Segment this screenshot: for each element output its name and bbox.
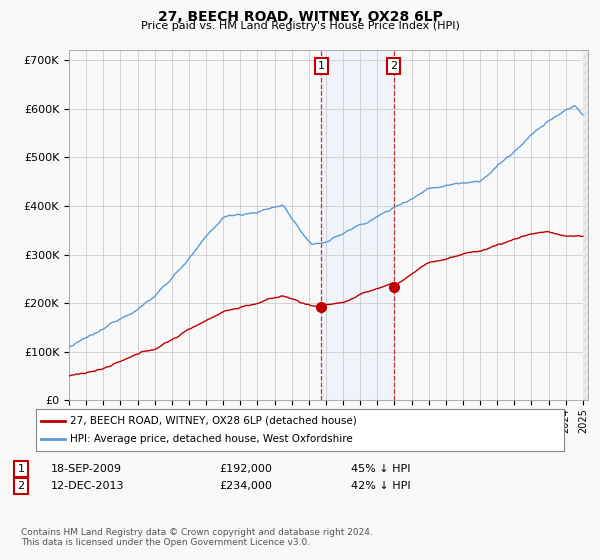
Text: 12-DEC-2013: 12-DEC-2013 xyxy=(51,481,125,491)
Text: 2: 2 xyxy=(390,61,397,71)
Bar xyxy=(583,50,588,400)
Text: 42% ↓ HPI: 42% ↓ HPI xyxy=(351,481,410,491)
Bar xyxy=(321,50,394,400)
Text: 27, BEECH ROAD, WITNEY, OX28 6LP: 27, BEECH ROAD, WITNEY, OX28 6LP xyxy=(158,10,442,24)
Text: HPI: Average price, detached house, West Oxfordshire: HPI: Average price, detached house, West… xyxy=(70,434,353,444)
Text: Contains HM Land Registry data © Crown copyright and database right 2024.
This d: Contains HM Land Registry data © Crown c… xyxy=(21,528,373,547)
Text: 1: 1 xyxy=(317,61,325,71)
Bar xyxy=(583,50,588,400)
Text: 1: 1 xyxy=(17,464,25,474)
Text: 27, BEECH ROAD, WITNEY, OX28 6LP (detached house): 27, BEECH ROAD, WITNEY, OX28 6LP (detach… xyxy=(70,416,357,426)
Text: 45% ↓ HPI: 45% ↓ HPI xyxy=(351,464,410,474)
Text: £234,000: £234,000 xyxy=(219,481,272,491)
Text: £192,000: £192,000 xyxy=(219,464,272,474)
Text: Price paid vs. HM Land Registry's House Price Index (HPI): Price paid vs. HM Land Registry's House … xyxy=(140,21,460,31)
Text: 18-SEP-2009: 18-SEP-2009 xyxy=(51,464,122,474)
Text: 2: 2 xyxy=(17,481,25,491)
